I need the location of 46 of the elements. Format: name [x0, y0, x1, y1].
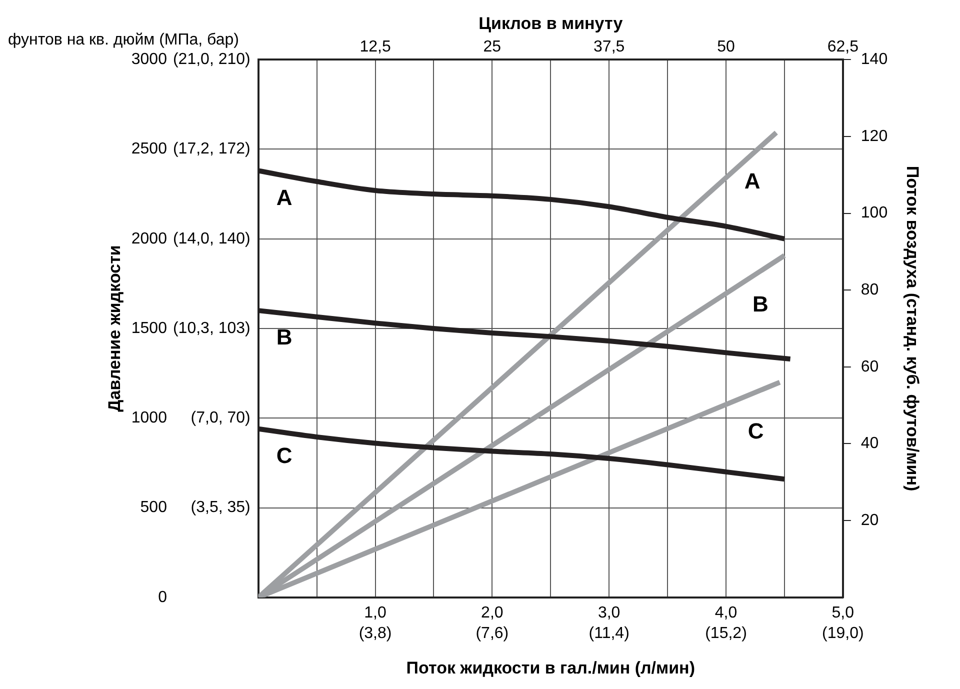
x2-tick-label: 50: [717, 38, 735, 56]
text: (10,3, 103): [172, 320, 250, 337]
y2-tick-label: 20: [860, 512, 879, 529]
y-tick-label: 0: [158, 588, 168, 606]
text: (15,2): [705, 624, 747, 642]
series-label: C: [276, 442, 292, 468]
x-tick-label: 3,0: [598, 604, 620, 622]
x2-tick-label: 12,5: [360, 38, 391, 56]
text: (19,0): [822, 624, 864, 642]
x-tick-label: 5,0: [832, 604, 854, 622]
text: (7,6): [476, 624, 509, 642]
x2-axis-title: Циклов в минуту: [478, 14, 624, 33]
y2-tick-label: 40: [860, 435, 879, 452]
x2-tick-label: 37,5: [594, 38, 625, 56]
y-tick-label: 1500: [131, 320, 168, 337]
y-tick-label: 3000: [131, 51, 168, 68]
x2-tick-label: 25: [483, 38, 502, 56]
text: (11,4): [588, 624, 630, 642]
text: (3,5, 35): [190, 499, 250, 516]
y2-tick-label: 80: [860, 281, 879, 298]
x-tick-label: 1,0: [364, 604, 386, 622]
text: (17,2, 172): [172, 140, 250, 158]
y2-tick-label: 120: [860, 128, 888, 145]
y2-axis-title: Поток воздуха (станд. куб. футов/мин): [903, 166, 922, 492]
y-axis-title: Давление жидкости: [105, 245, 124, 412]
y-tick-label: 2000: [131, 230, 168, 248]
x-axis-title: Поток жидкости в гал./мин (л/мин): [406, 658, 695, 678]
x-tick-label: 4,0: [714, 604, 738, 622]
y-tick-label: 2500: [131, 140, 168, 158]
x2-tick-label: 62,5: [827, 38, 859, 56]
y-tick-label: 1000: [131, 410, 168, 427]
y2-tick-label: 140: [860, 51, 888, 68]
series-label: B: [276, 324, 292, 350]
y-tick-label: 500: [140, 499, 168, 516]
y2-tick-label: 100: [860, 204, 888, 222]
series-label: A: [276, 184, 292, 210]
series-label: A: [744, 168, 760, 194]
text: (21,0, 210): [172, 51, 250, 68]
x-tick-label: 2,0: [481, 604, 504, 622]
text: фунтов на кв. дюйм (МПа, бар): [8, 31, 239, 48]
y2-tick-label: 60: [860, 358, 879, 376]
text: (14,0, 140): [172, 230, 250, 248]
text: (3,8): [358, 624, 392, 642]
text: (7,0, 70): [190, 410, 250, 427]
series-label: C: [748, 418, 764, 444]
series-label: B: [752, 292, 768, 317]
